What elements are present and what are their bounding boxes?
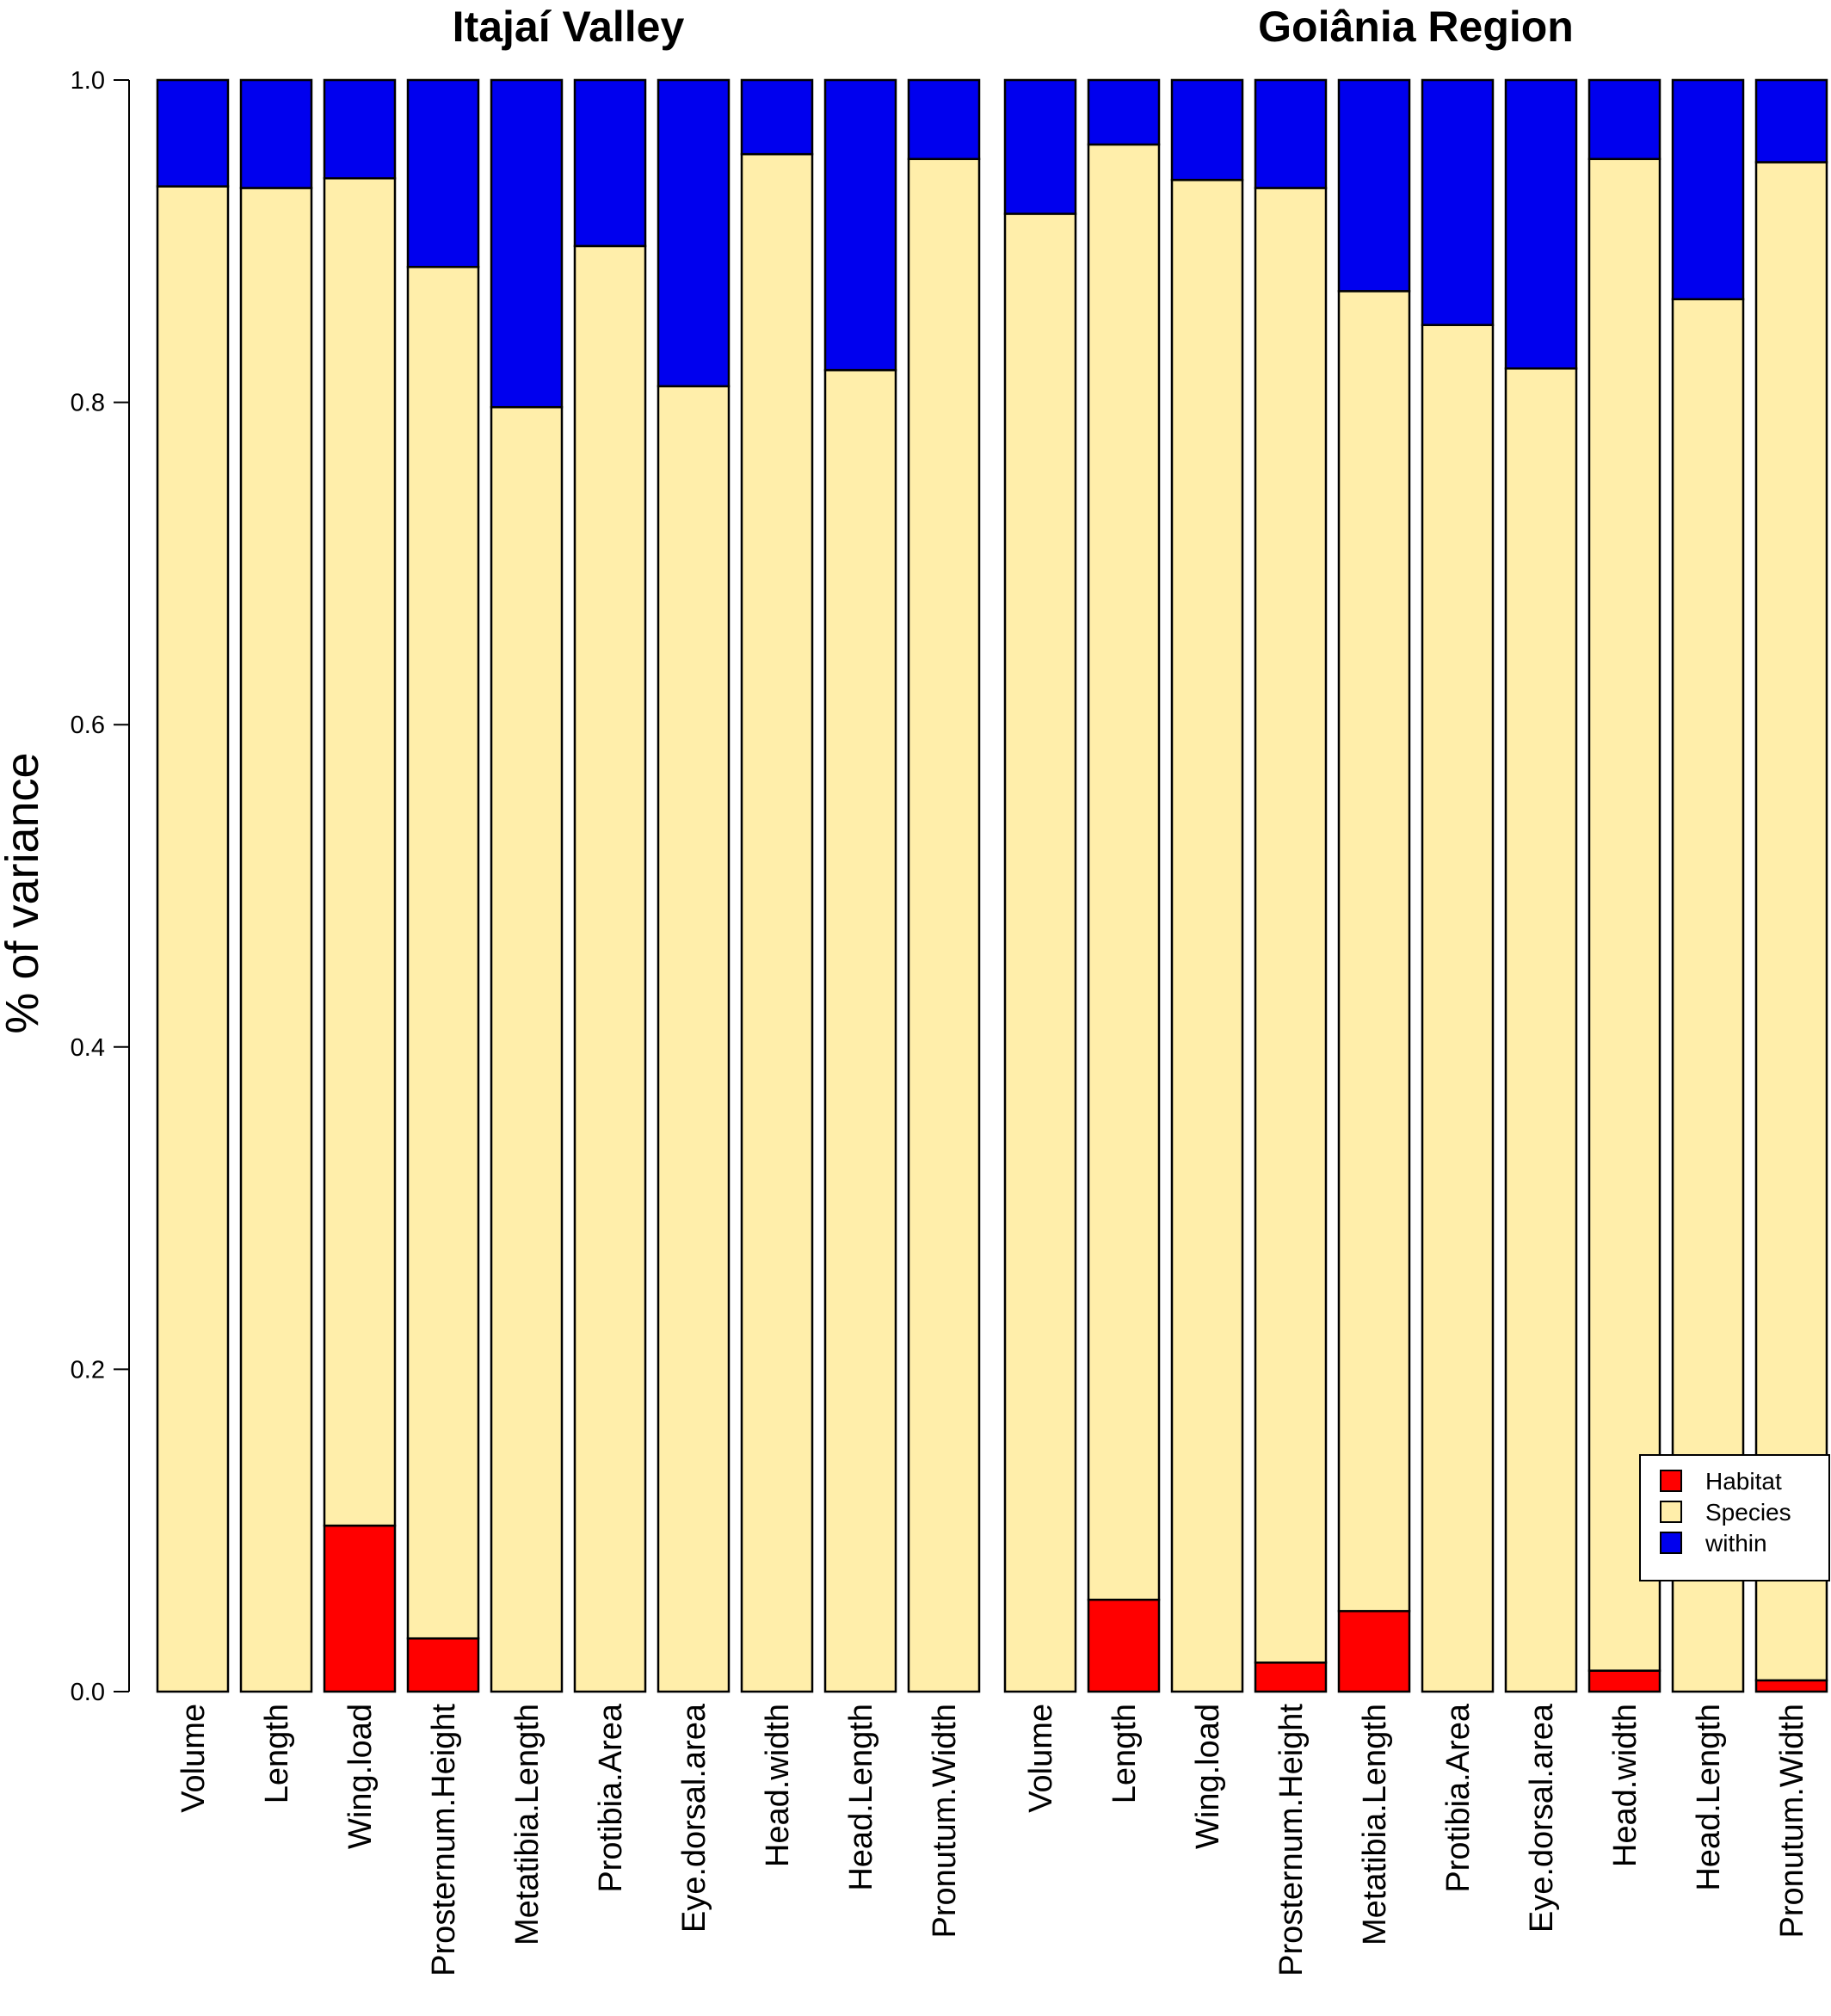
bar-segment-species bbox=[323, 177, 397, 1527]
bar-segment-species bbox=[1421, 324, 1495, 1693]
x-tick-label: Head.Length bbox=[1691, 1704, 1727, 1891]
legend-swatch bbox=[1660, 1532, 1682, 1554]
y-tick-label: 1.0 bbox=[71, 67, 105, 95]
bar-segment-species bbox=[1587, 157, 1661, 1672]
y-tick-label: 0.2 bbox=[71, 1356, 105, 1384]
bar-segment-within bbox=[573, 78, 647, 248]
bar-segment-within bbox=[1754, 78, 1828, 163]
panel-title: Itajaí Valley bbox=[453, 3, 685, 51]
bar-segment-within bbox=[907, 78, 981, 161]
bar-segment-species bbox=[1504, 367, 1578, 1693]
x-tick-label: Protibia.Area bbox=[593, 1703, 629, 1893]
y-axis-label: % of variance bbox=[0, 752, 48, 1033]
bar-segment-habitat bbox=[1754, 1679, 1828, 1693]
bar-segment-species bbox=[239, 187, 313, 1693]
legend-label: Species bbox=[1705, 1499, 1791, 1526]
x-tick-label: Metatibia.Length bbox=[509, 1704, 546, 1945]
y-tick-label: 0.8 bbox=[71, 390, 105, 417]
bar-segment-species bbox=[1003, 213, 1077, 1693]
bar-segment-habitat bbox=[1587, 1669, 1661, 1693]
bar-segment-species bbox=[1337, 290, 1411, 1612]
x-tick-label: Protibia.Area bbox=[1440, 1703, 1477, 1893]
panel-titles: Itajaí Valley Goiânia Region bbox=[453, 3, 1574, 51]
y-tick-label: 0.6 bbox=[71, 712, 105, 739]
x-tick-label: Prosternum.Height bbox=[1273, 1704, 1310, 1976]
bar-segment-species bbox=[406, 266, 480, 1640]
legend-swatch bbox=[1660, 1470, 1682, 1492]
bar-segment-within bbox=[657, 78, 731, 388]
x-tick-label: Head.width bbox=[760, 1704, 796, 1867]
bar-segment-species bbox=[1754, 161, 1828, 1682]
bar-segment-habitat bbox=[323, 1524, 397, 1693]
bar-segment-within bbox=[1587, 78, 1661, 161]
bar-segment-within bbox=[406, 78, 480, 268]
x-tick-label: Pronutum.Width bbox=[927, 1704, 963, 1938]
bar-segment-species bbox=[657, 385, 731, 1693]
x-tick-label: Head.width bbox=[1607, 1704, 1643, 1867]
legend-label: within bbox=[1705, 1530, 1767, 1557]
x-tick-label: Head.Length bbox=[843, 1704, 879, 1891]
bar-segment-within bbox=[156, 78, 230, 188]
x-tick-label: Volume bbox=[176, 1704, 212, 1813]
x-tick-label: Wing.load bbox=[342, 1704, 379, 1849]
bar-segment-within bbox=[823, 78, 897, 372]
bar-segment-species bbox=[1087, 143, 1161, 1601]
x-tick-label: Volume bbox=[1023, 1704, 1059, 1813]
bar-segment-within bbox=[323, 78, 397, 180]
x-tick-label: Pronutum.Width bbox=[1774, 1704, 1810, 1938]
x-tick-label: Eye.dorsal.area bbox=[676, 1703, 712, 1933]
bar-segment-species bbox=[907, 157, 981, 1693]
bar-segment-within bbox=[1504, 78, 1578, 370]
y-axis: 0.0 0.2 0.4 0.6 0.8 1.0 bbox=[71, 67, 130, 1706]
x-tick-label: Prosternum.Height bbox=[426, 1704, 462, 1976]
bar-segment-species bbox=[1170, 178, 1244, 1693]
bar-segment-species bbox=[156, 185, 230, 1693]
y-tick-label: 0.4 bbox=[71, 1034, 105, 1062]
bar-segment-habitat bbox=[1337, 1610, 1411, 1693]
bar-segment-within bbox=[490, 78, 564, 409]
bar-segment-species bbox=[1254, 187, 1328, 1664]
y-tick-label: 0.0 bbox=[71, 1679, 105, 1706]
legend: Habitat Species within bbox=[1639, 1454, 1830, 1581]
bar-segment-species bbox=[490, 405, 564, 1693]
bar-segment-within bbox=[1671, 78, 1745, 300]
x-tick-label: Length bbox=[259, 1704, 295, 1803]
x-tick-label: Length bbox=[1107, 1704, 1143, 1803]
legend-label: Habitat bbox=[1705, 1468, 1782, 1495]
category-labels: Volume Length Wing.load Prosternum.Height Me… bbox=[176, 1703, 1810, 1976]
bar-segment-within bbox=[1087, 78, 1161, 146]
bar-segment-species bbox=[823, 368, 897, 1693]
bar-segment-habitat bbox=[406, 1637, 480, 1693]
bar-segment-habitat bbox=[1087, 1598, 1161, 1693]
panel-title: Goiânia Region bbox=[1258, 3, 1574, 51]
x-tick-label: Eye.dorsal.area bbox=[1524, 1703, 1560, 1933]
x-tick-label: Wing.load bbox=[1190, 1704, 1226, 1849]
bar-segment-habitat bbox=[1254, 1662, 1328, 1693]
bar-segment-species bbox=[740, 152, 814, 1693]
bar-segment-within bbox=[740, 78, 814, 156]
bar-segment-within bbox=[1337, 78, 1411, 293]
bar-segment-within bbox=[1254, 78, 1328, 189]
bar-segment-within bbox=[1003, 78, 1077, 215]
bars bbox=[156, 78, 1828, 1693]
bar-segment-within bbox=[239, 78, 313, 189]
bar-segment-species bbox=[573, 244, 647, 1693]
x-tick-label: Metatibia.Length bbox=[1357, 1704, 1393, 1945]
bar-segment-within bbox=[1421, 78, 1495, 326]
legend-swatch bbox=[1660, 1501, 1682, 1523]
bar-segment-within bbox=[1170, 78, 1244, 182]
